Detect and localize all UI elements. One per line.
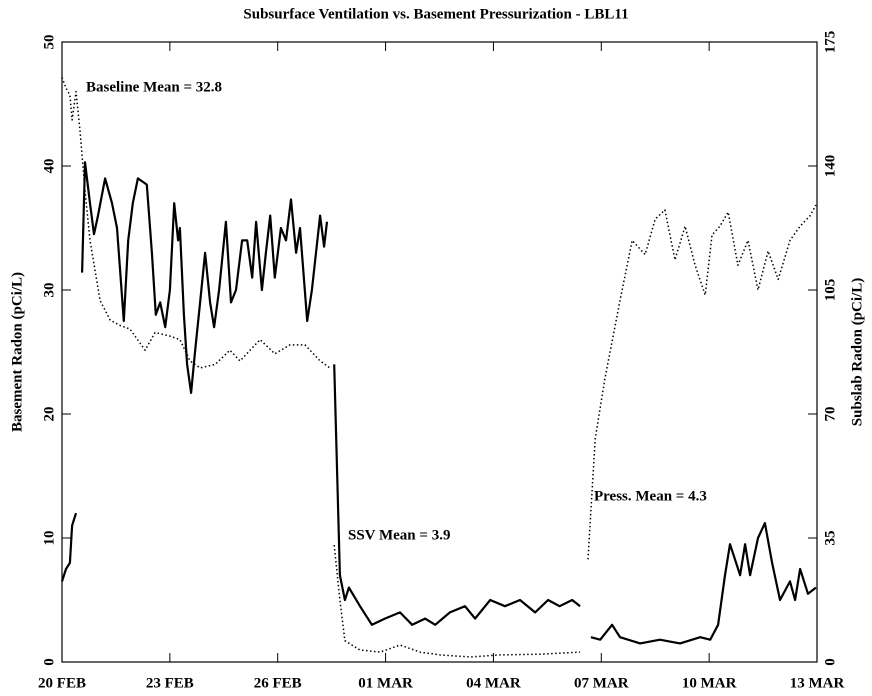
y-axis-label: Basement Radon (pCi/L) xyxy=(9,272,25,432)
y2-tick-label: 175 xyxy=(822,31,838,54)
y-tick-label: 10 xyxy=(41,531,57,546)
x-tick-label: 26 FEB xyxy=(254,675,302,691)
x-tick-label: 23 FEB xyxy=(146,675,194,691)
y-tick-label: 30 xyxy=(41,283,57,298)
y2-tick-label: 35 xyxy=(822,531,838,546)
chart-title: Subsurface Ventilation vs. Basement Pres… xyxy=(243,6,628,22)
data-line xyxy=(61,77,817,658)
annotation: SSV Mean = 3.9 xyxy=(348,527,450,543)
plot-frame xyxy=(61,41,818,663)
y-tick-label: 50 xyxy=(41,35,57,50)
x-tick-label: 10 MAR xyxy=(682,675,737,691)
y2-tick-label: 105 xyxy=(822,279,838,302)
x-tick-label: 04 MAR xyxy=(466,675,521,691)
y-tick-label: 20 xyxy=(41,407,57,422)
y-tick-label: 40 xyxy=(41,159,57,174)
y-tick-label: 0 xyxy=(41,658,57,666)
annotation: Press. Mean = 4.3 xyxy=(594,488,707,504)
x-tick-label: 20 FEB xyxy=(38,675,86,691)
annotation: Baseline Mean = 32.8 xyxy=(86,79,222,95)
y2-tick-label: 140 xyxy=(822,155,838,178)
y2-axis-label: Subslab Radon (pCi/L) xyxy=(849,278,865,426)
y2-tick-label: 70 xyxy=(822,407,838,422)
x-tick-label: 07 MAR xyxy=(574,675,629,691)
x-tick-label: 13 MAR xyxy=(790,675,845,691)
x-tick-label: 01 MAR xyxy=(358,675,413,691)
data-line xyxy=(60,161,817,645)
y2-tick-label: 0 xyxy=(822,658,838,666)
